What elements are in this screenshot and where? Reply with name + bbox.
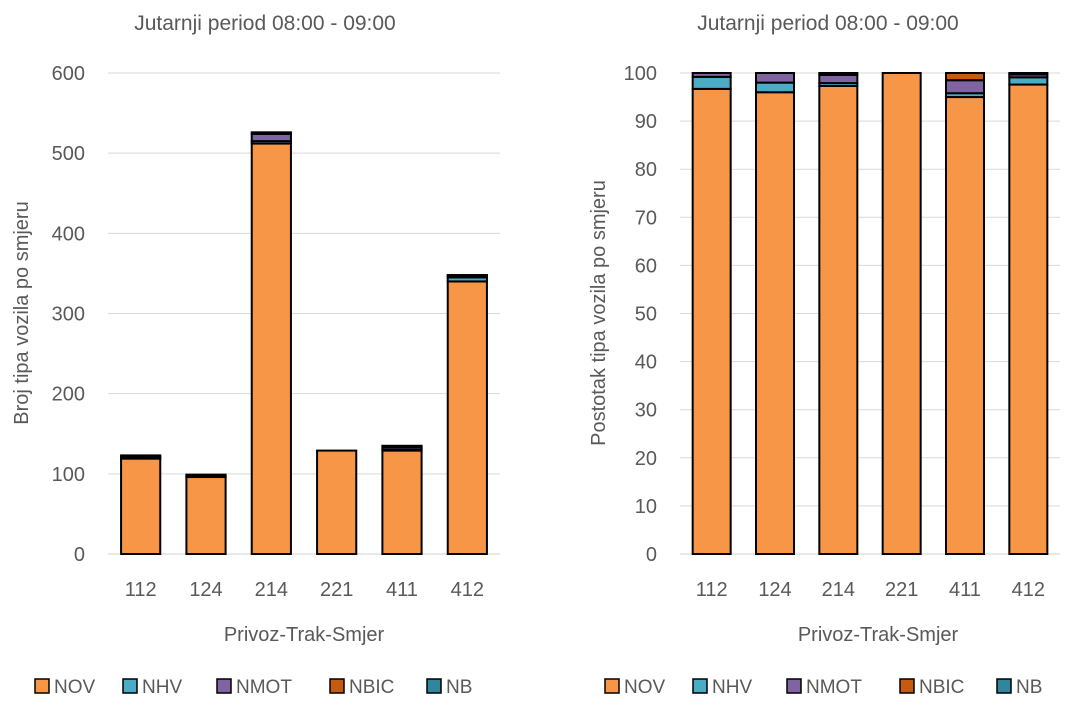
legend: NOV NHV NMOT NBIC NB bbox=[34, 677, 472, 698]
legend-label-nhv: NHV bbox=[712, 677, 752, 698]
bar-segment-nbic-214 bbox=[818, 72, 859, 76]
bar-segment-nov-112 bbox=[120, 457, 162, 555]
legend-swatch-nb bbox=[426, 678, 442, 694]
y-tick-label: 60 bbox=[635, 255, 657, 277]
legend-swatch-nb bbox=[996, 678, 1012, 694]
bar-segment-nbic-411 bbox=[945, 72, 985, 82]
bar-segment-nov-221 bbox=[881, 72, 922, 555]
y-tick-label: 20 bbox=[635, 448, 657, 470]
chart-title: Jutarnji period 08:00 - 09:00 bbox=[134, 12, 396, 35]
x-tick-label: 214 bbox=[822, 579, 855, 601]
bar-segment-nmot-411 bbox=[945, 79, 985, 95]
x-tick-label: 124 bbox=[758, 579, 791, 601]
bar-segment-nov-412 bbox=[446, 280, 488, 555]
legend-swatch-nmot bbox=[216, 678, 232, 694]
y-tick-label: 500 bbox=[52, 143, 85, 165]
bar-segment-nbic-412 bbox=[446, 274, 488, 277]
legend-label-nbic: NBIC bbox=[919, 677, 964, 698]
legend-label-nhv: NHV bbox=[142, 677, 182, 698]
bar-segment-nmot-124 bbox=[755, 72, 795, 84]
y-tick-label: 10 bbox=[635, 496, 657, 518]
x-axis-label: Privoz-Trak-Smjer bbox=[224, 624, 385, 646]
y-axis-label: Postotak tipa vozila po smjeru bbox=[588, 180, 610, 446]
chart-title: Jutarnji period 08:00 - 09:00 bbox=[697, 12, 959, 35]
bar-segment-nov-124 bbox=[755, 91, 795, 556]
bar-segment-nov-124 bbox=[185, 476, 227, 556]
bar-segment-nov-221 bbox=[316, 449, 358, 555]
y-tick-label: 400 bbox=[52, 223, 85, 245]
legend-swatch-nhv bbox=[692, 678, 708, 694]
bar-segment-nov-411 bbox=[945, 96, 985, 556]
y-tick-label: 70 bbox=[635, 207, 657, 229]
y-tick-label: 50 bbox=[635, 304, 657, 326]
y-tick-label: 80 bbox=[635, 159, 657, 181]
legend-label-nb: NB bbox=[446, 677, 472, 698]
y-tick-label: 90 bbox=[635, 111, 657, 133]
bar-segment-nhv-112 bbox=[691, 75, 732, 90]
bar-segment-nhv-124 bbox=[755, 81, 795, 94]
x-tick-label: 411 bbox=[949, 579, 981, 601]
y-tick-label: 300 bbox=[52, 304, 85, 326]
legend-label-nov: NOV bbox=[624, 677, 666, 698]
bar-segment-nov-412 bbox=[1008, 83, 1049, 555]
legend-swatch-nmot bbox=[786, 678, 802, 694]
legend-swatch-nhv bbox=[122, 678, 138, 694]
y-tick-label: 40 bbox=[635, 352, 657, 374]
legend-swatch-nov bbox=[34, 678, 50, 694]
y-tick-label: 100 bbox=[624, 63, 657, 85]
y-tick-label: 30 bbox=[635, 400, 657, 422]
x-tick-label: 112 bbox=[125, 579, 157, 601]
y-axis-label: Broj tipa vozila po smjeru bbox=[11, 201, 33, 424]
legend: NOV NHV NMOT NBIC NB bbox=[604, 677, 1042, 698]
chart-1: Jutarnji period 08:00 - 09:00 0 100 200 300 4… bbox=[11, 12, 500, 698]
bar-segment-nmot-112 bbox=[691, 72, 732, 78]
bar-segment-nbic-411 bbox=[381, 444, 423, 449]
x-tick-label: 112 bbox=[696, 579, 728, 601]
x-tick-label: 412 bbox=[1012, 579, 1045, 601]
bar-segment-nmot-112 bbox=[120, 454, 162, 458]
bar-segment-nmot-124 bbox=[185, 473, 227, 478]
legend-label-nb: NB bbox=[1016, 677, 1042, 698]
x-axis-label: Privoz-Trak-Smjer bbox=[798, 624, 959, 646]
bar-segment-nov-214 bbox=[818, 84, 859, 555]
x-tick-label: 412 bbox=[451, 579, 484, 601]
x-tick-label: 411 bbox=[386, 579, 418, 601]
chart-2: Jutarnji period 08:00 - 09:00 0 10 20 30 40 50… bbox=[588, 12, 1060, 698]
x-tick-label: 124 bbox=[189, 579, 222, 601]
bar-segment-nmot-214 bbox=[250, 132, 292, 143]
bar-segment-nov-411 bbox=[381, 449, 423, 555]
bar-segment-nmot-214 bbox=[818, 73, 859, 85]
x-tick-label: 221 bbox=[320, 579, 353, 601]
bar-segment-nbic-214 bbox=[250, 131, 292, 135]
x-tick-label: 214 bbox=[255, 579, 288, 601]
legend-swatch-nov bbox=[604, 678, 620, 694]
legend-label-nmot: NMOT bbox=[236, 677, 292, 698]
bar-segment-nov-112 bbox=[691, 87, 732, 556]
bar-segment-nov-214 bbox=[250, 142, 292, 555]
y-tick-label: 0 bbox=[74, 544, 85, 566]
legend-label-nmot: NMOT bbox=[806, 677, 862, 698]
legend-label-nbic: NBIC bbox=[349, 677, 394, 698]
y-tick-label: 600 bbox=[52, 63, 85, 85]
legend-label-nov: NOV bbox=[54, 677, 96, 698]
y-tick-label: 100 bbox=[52, 464, 85, 486]
x-tick-label: 221 bbox=[885, 579, 918, 601]
legend-swatch-nbic bbox=[899, 678, 915, 694]
y-tick-label: 200 bbox=[52, 384, 85, 406]
legend-swatch-nbic bbox=[329, 678, 345, 694]
y-tick-label: 0 bbox=[646, 544, 657, 566]
bar-segment-nbic-412 bbox=[1008, 72, 1049, 76]
bar-segment-nhv-412 bbox=[1008, 76, 1049, 86]
